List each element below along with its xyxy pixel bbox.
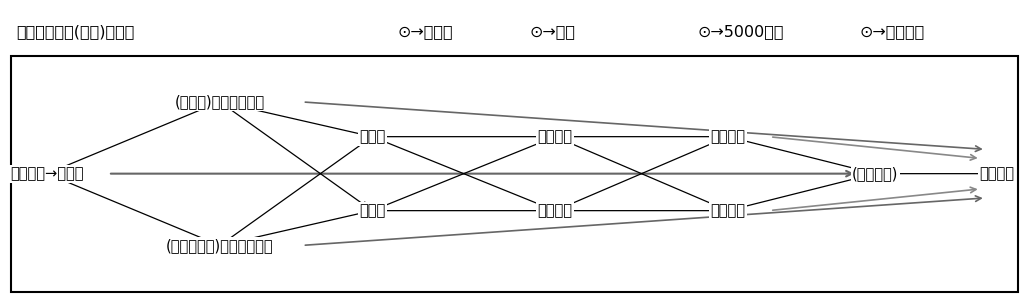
Text: ⊙→5000年前: ⊙→5000年前 (697, 24, 784, 39)
Text: 関連思考: 関連思考 (711, 203, 745, 218)
Text: 類型化: 類型化 (359, 203, 385, 218)
Text: 構造図解: 構造図解 (980, 166, 1015, 181)
Text: 根端思考: 根端思考 (538, 129, 572, 144)
Text: (どうする？)整合探索本能: (どうする？)整合探索本能 (166, 238, 273, 253)
Text: 関連思考: 関連思考 (711, 203, 745, 218)
Text: 二元化: 二元化 (359, 129, 385, 144)
Text: (なに？)照準探索本能: (なに？)照準探索本能 (175, 94, 265, 109)
Text: 類型化: 類型化 (359, 203, 385, 218)
Text: ＜人類の把握(認識)様式＞: ＜人類の把握(認識)様式＞ (16, 24, 135, 39)
Text: (なに？)照準探索本能: (なに？)照準探索本能 (175, 94, 265, 109)
Text: 根端思考: 根端思考 (538, 129, 572, 144)
Text: ⊙→類人猿: ⊙→類人猿 (397, 24, 454, 39)
Text: 連想思考: 連想思考 (538, 203, 572, 218)
Text: 二元化: 二元化 (359, 129, 385, 144)
Text: (どうする？)整合探索本能: (どうする？)整合探索本能 (166, 238, 273, 253)
Text: (概念統合): (概念統合) (852, 166, 898, 181)
Text: 因果思考: 因果思考 (711, 129, 745, 144)
Text: ⊙→現・未来: ⊙→現・未来 (860, 24, 926, 39)
Text: 因果思考: 因果思考 (711, 129, 745, 144)
Text: 構造図解: 構造図解 (980, 166, 1015, 181)
Text: 適応本能→手順律: 適応本能→手順律 (10, 166, 84, 181)
Text: ⊙→人類: ⊙→人類 (529, 24, 575, 39)
Text: (概念統合): (概念統合) (852, 166, 898, 181)
Text: 適応本能→手順律: 適応本能→手順律 (10, 166, 84, 181)
Text: 連想思考: 連想思考 (538, 203, 572, 218)
FancyBboxPatch shape (11, 56, 1018, 292)
